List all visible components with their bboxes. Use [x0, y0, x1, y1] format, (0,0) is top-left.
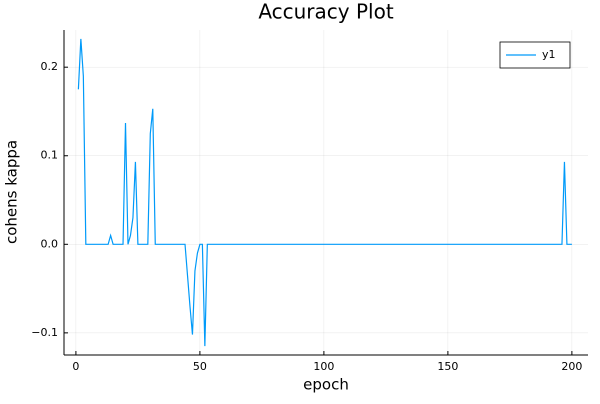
- y-tick-label: 0.2: [41, 60, 59, 73]
- chart-title: Accuracy Plot: [258, 0, 394, 24]
- y-tick-label: 0.1: [41, 149, 59, 162]
- x-tick-label: 150: [437, 360, 458, 373]
- y-tick-label: 0.0: [41, 237, 59, 250]
- x-axis-label: epoch: [303, 376, 349, 394]
- y-axis-label: cohens kappa: [3, 140, 21, 244]
- legend-label: y1: [542, 48, 556, 61]
- data-line: [77, 38, 572, 347]
- x-tick-label: 0: [72, 360, 79, 373]
- x-tick-label: 50: [193, 360, 207, 373]
- y-tick-label: −0.1: [31, 326, 58, 339]
- x-tick-label: 200: [561, 360, 582, 373]
- x-tick-label: 100: [313, 360, 334, 373]
